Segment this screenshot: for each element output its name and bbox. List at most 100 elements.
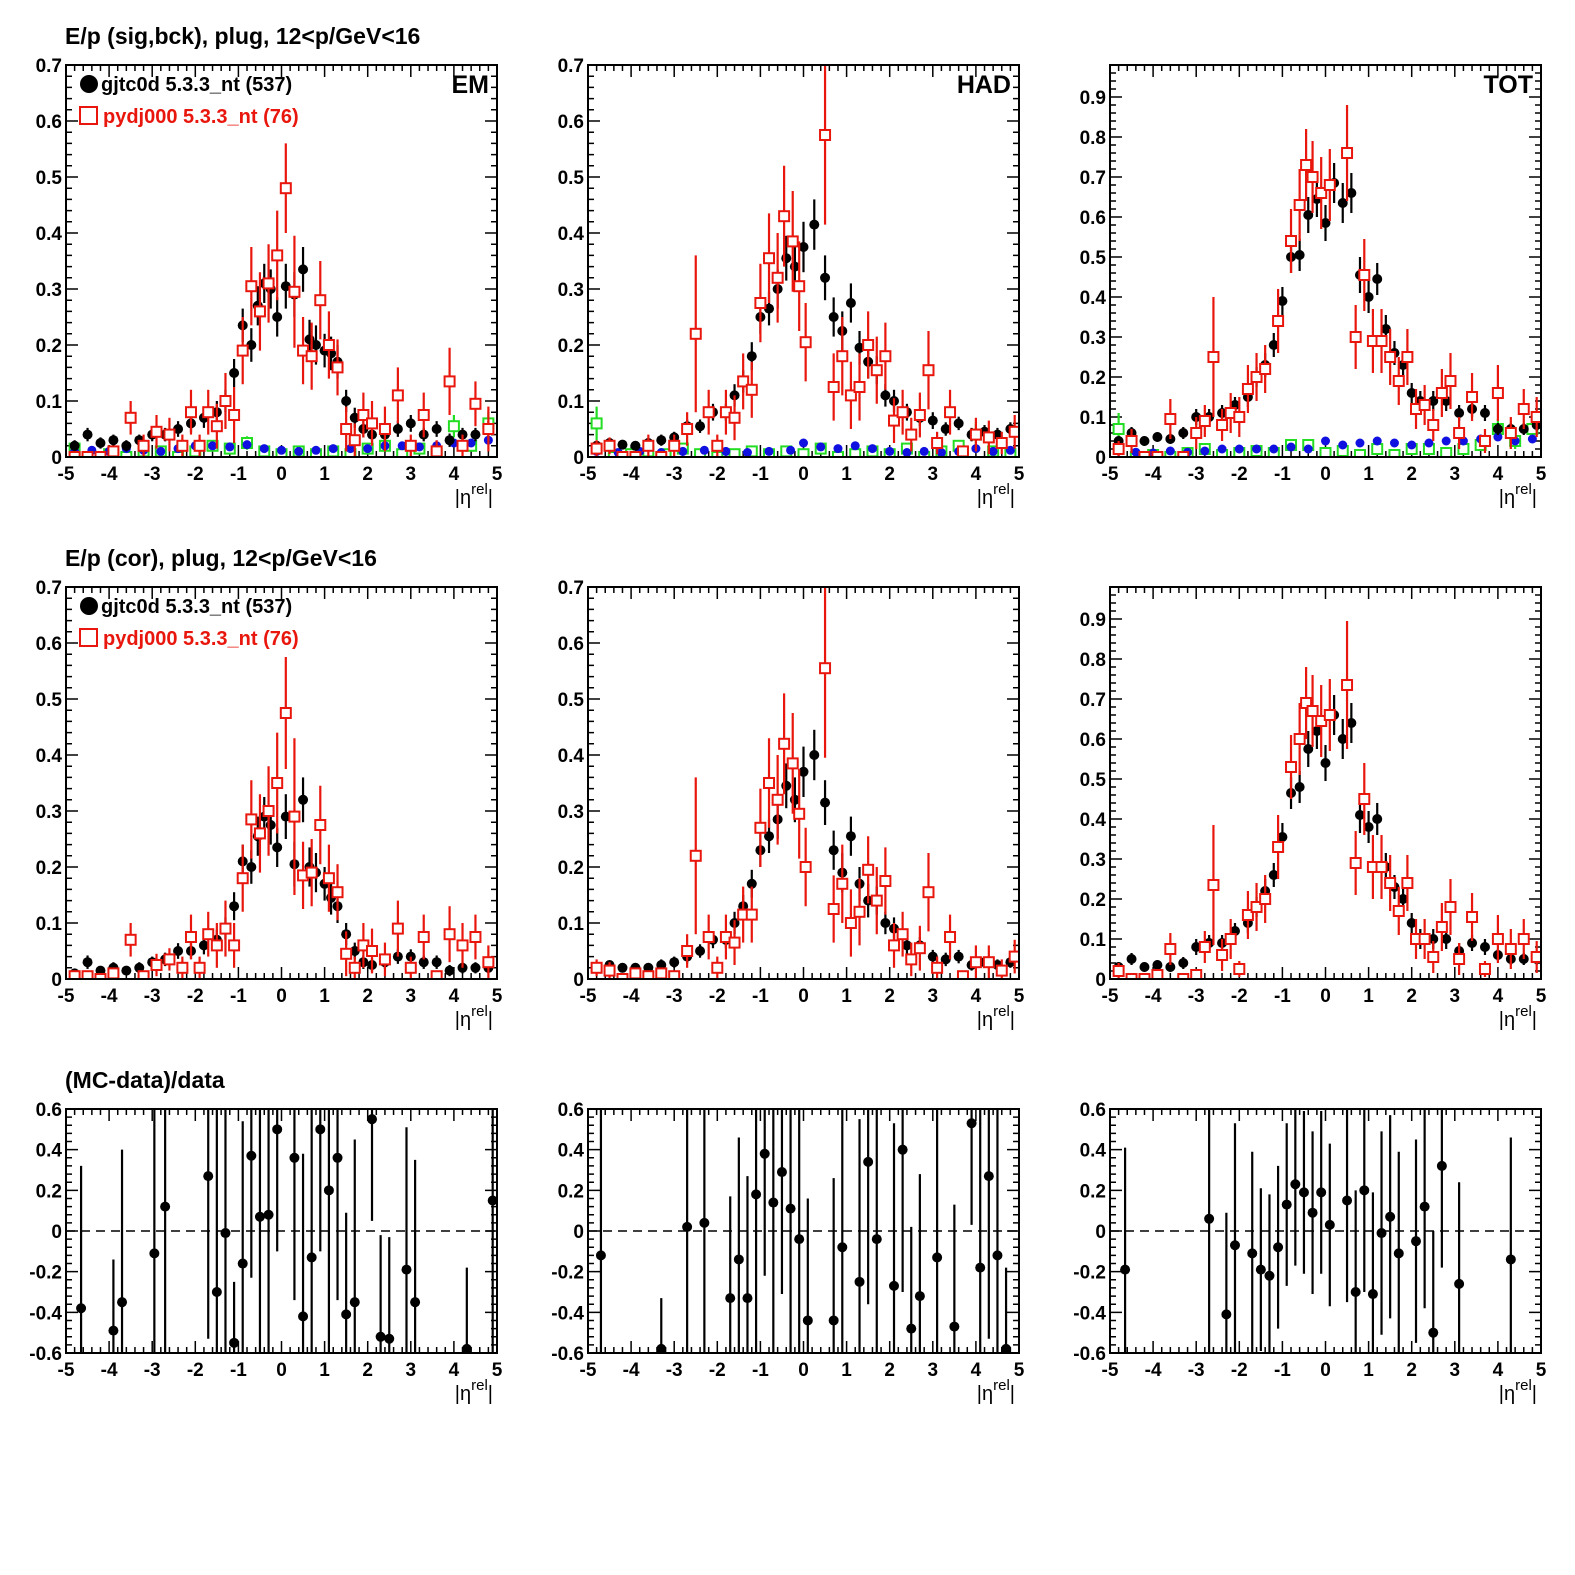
x-tick-label: 5 [492,986,503,1007]
data-point [1277,287,1288,315]
data-point [246,328,257,362]
data-point [228,923,241,968]
marker-open-square [1427,951,1440,963]
y-tick-label: 0.6 [36,1100,62,1121]
y-tick-label: -0.6 [1073,1344,1106,1365]
marker-open-square [590,417,603,430]
data-point [885,446,895,456]
data-point [202,389,215,435]
data-point [331,339,344,396]
x-tick-label: 2 [362,464,373,485]
marker-open-square [456,439,469,452]
y-tick-label: 0.6 [1080,208,1106,229]
marker-open-square [81,451,94,457]
data-point [1436,1109,1447,1268]
marker-open-square [219,922,232,935]
marker-open-square [150,959,163,971]
data-point [953,416,964,431]
data-point [203,1109,214,1339]
x-tick-label: 2 [1406,986,1417,1007]
marker-open-square [689,849,702,862]
data-point [1341,105,1354,201]
data-point [236,844,249,912]
marker-filled-circle [1424,438,1434,448]
marker-open-square [913,942,926,955]
marker-filled-circle [345,444,355,454]
data-point [280,263,291,309]
marker-filled-circle [1428,934,1439,944]
data-point [629,967,642,979]
marker-open-square [1285,235,1298,247]
marker-filled-circle [310,340,321,350]
marker-open-square [1250,371,1263,383]
data-point [228,387,241,443]
marker-open-square [366,417,379,430]
marker-filled-circle [1321,436,1330,446]
marker-open-square [913,409,926,421]
marker-filled-circle [367,1114,378,1125]
x-tick-label: 3 [928,986,939,1007]
marker-open-square [1453,427,1466,439]
data-point [345,444,355,454]
data-point [702,389,715,435]
data-point [76,1165,87,1353]
data-point [1337,719,1348,759]
marker-open-square [1241,383,1254,395]
data-point [1316,1111,1327,1274]
data-point [82,955,93,969]
x-tick-label: 5 [1536,1360,1547,1381]
marker-open-square [1466,911,1479,923]
y-tick-label: -0.2 [1073,1263,1106,1284]
x-tick-label: -1 [230,1360,247,1381]
x-tick-label: -4 [1145,464,1162,485]
data-point [798,746,809,797]
data-point [913,392,926,438]
marker-open-square [1530,411,1541,423]
data-point [229,359,240,387]
marker-open-square [404,961,417,974]
marker-filled-circle [1355,438,1365,448]
data-point [1346,703,1357,743]
y-tick-label: 0.6 [558,112,584,133]
marker-open-square [68,970,81,979]
y-tick-label: 0.4 [36,224,63,245]
data-point [1207,825,1220,945]
panel-cor-em: -5 -4 -3 -2 -1 0 1 2 3 4 5 0 0.1 0.2 0.3 0.4 0.5 0.6 0.7 |η… [36,578,503,1031]
marker-open-square [417,409,430,421]
marker-filled-circle [349,412,360,423]
data-point [149,1109,160,1353]
marker-filled-circle [816,442,826,452]
data-point [944,389,957,435]
marker-filled-circle [1139,436,1150,446]
marker-open-square [271,249,284,262]
data-point [702,914,715,960]
marker-filled-circle [328,444,338,454]
x-tick-label: 5 [492,464,503,485]
data-point [311,445,321,455]
marker-open-square [711,961,724,974]
data-point [1200,446,1210,456]
data-point [799,827,812,907]
plot-frame [65,586,498,980]
data-point [1466,373,1479,421]
marker-filled-circle [906,1323,917,1334]
marker-filled-circle [203,1171,214,1182]
marker-open-square [288,285,301,298]
y-tick-label: -0.2 [551,1263,584,1284]
data-point [176,434,189,457]
data-point [340,406,353,452]
data-point [1427,409,1440,441]
data-point [349,1139,360,1353]
data-point [314,261,327,340]
marker-open-square [786,235,799,248]
data-point [1338,440,1348,450]
data-point [253,272,266,351]
marker-open-square [1388,449,1401,457]
data-point [1307,1131,1318,1295]
marker-open-square [482,956,495,969]
marker-filled-circle [108,435,119,446]
y-tick-label: 0.6 [1080,730,1106,751]
data-point [1323,679,1336,751]
marker-filled-circle [272,842,283,853]
panel-tag-em: EM [452,71,490,99]
